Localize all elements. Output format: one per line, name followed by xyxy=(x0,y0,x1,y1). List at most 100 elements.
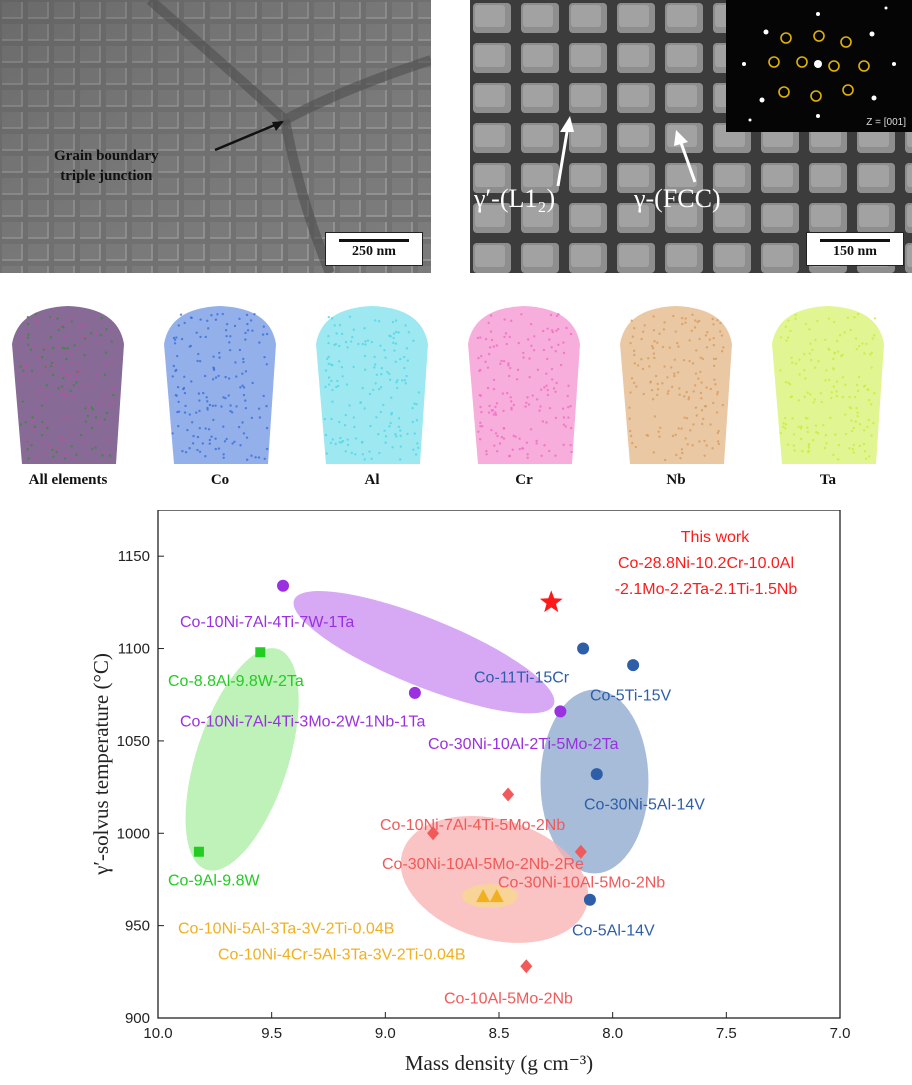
apt-atom xyxy=(344,413,348,417)
apt-map-ta xyxy=(772,306,884,464)
apt-atom xyxy=(245,436,249,439)
apt-atom xyxy=(873,392,876,395)
apt-atom xyxy=(810,358,813,362)
apt-atom xyxy=(333,324,336,327)
apt-atom xyxy=(793,449,796,452)
apt-atom xyxy=(654,374,658,378)
apt-atom xyxy=(798,373,801,376)
apt-atom xyxy=(49,364,53,368)
apt-atom xyxy=(689,429,692,432)
apt-atom xyxy=(103,451,107,454)
apt-atom xyxy=(324,369,328,372)
annotation-line-1: Grain boundary xyxy=(54,148,159,164)
apt-atom xyxy=(225,334,228,338)
apt-atom xyxy=(394,433,397,436)
apt-atom xyxy=(663,365,666,368)
apt-atom xyxy=(542,348,546,352)
apt-atom xyxy=(241,421,244,424)
apt-atom xyxy=(366,339,370,342)
apt-atom xyxy=(60,367,64,371)
apt-atom xyxy=(848,406,851,409)
apt-atom xyxy=(172,364,176,368)
x-tick-label: 10.0 xyxy=(143,1025,172,1042)
apt-map-all-elements xyxy=(12,306,124,464)
apt-atom xyxy=(656,341,659,344)
apt-atom xyxy=(206,400,209,403)
apt-atom xyxy=(648,365,651,368)
apt-atom xyxy=(704,334,708,337)
apt-atom xyxy=(672,314,675,318)
apt-atom xyxy=(853,395,857,399)
data-point xyxy=(520,959,533,974)
apt-atom xyxy=(195,331,198,334)
apt-atom xyxy=(557,343,560,346)
apt-atom xyxy=(57,387,60,390)
apt-atom xyxy=(807,444,811,447)
apt-atom xyxy=(402,355,406,359)
diffraction-pattern xyxy=(742,6,896,122)
apt-atom xyxy=(527,403,531,406)
apt-atom xyxy=(630,319,633,322)
apt-atom xyxy=(218,356,221,359)
apt-atom xyxy=(809,393,812,396)
data-point xyxy=(408,686,421,699)
apt-atom xyxy=(188,345,191,348)
apt-atom xyxy=(241,384,244,387)
apt-atom xyxy=(265,363,269,366)
apt-atom xyxy=(857,375,861,379)
apt-atom xyxy=(63,335,66,339)
apt-atom xyxy=(389,421,392,425)
grain-boundary-annotation: Grain boundary triple junction xyxy=(54,146,159,186)
apt-atom xyxy=(846,316,850,320)
apt-atom xyxy=(100,317,103,320)
apt-atom xyxy=(242,357,245,361)
apt-atom xyxy=(62,393,65,396)
apt-atom xyxy=(261,333,265,336)
apt-atom xyxy=(338,323,342,327)
apt-atom xyxy=(184,450,188,454)
apt-atom xyxy=(416,442,419,445)
apt-atom xyxy=(67,377,70,381)
apt-atom xyxy=(680,427,683,430)
apt-map-cr xyxy=(468,306,580,464)
apt-atom xyxy=(680,316,684,320)
apt-atom xyxy=(229,409,232,413)
apt-atom xyxy=(340,332,344,336)
apt-atom xyxy=(717,429,720,433)
apt-atom xyxy=(21,335,24,338)
apt-atom xyxy=(827,378,831,382)
apt-atom xyxy=(81,323,85,327)
y-tick-label: 950 xyxy=(125,918,150,935)
y-tick-label: 1000 xyxy=(117,825,150,842)
apt-atom xyxy=(111,401,114,405)
apt-atom xyxy=(528,375,531,379)
apt-atom xyxy=(329,441,333,445)
apt-volume xyxy=(620,306,732,464)
apt-map-label: Cr xyxy=(515,472,533,488)
apt-atom xyxy=(489,314,493,317)
apt-atom xyxy=(253,313,256,316)
apt-atom xyxy=(633,362,637,365)
apt-atom xyxy=(216,313,219,316)
apt-atom xyxy=(325,452,329,455)
apt-atom xyxy=(235,375,238,378)
apt-atom xyxy=(868,455,871,458)
apt-atom xyxy=(206,406,209,410)
apt-atom xyxy=(71,361,74,364)
apt-atom xyxy=(811,348,814,352)
apt-atom xyxy=(682,358,686,362)
apt-atom xyxy=(352,416,356,419)
apt-atom xyxy=(72,395,75,399)
data-point xyxy=(554,705,567,718)
apt-atom xyxy=(205,396,208,399)
apt-atom xyxy=(335,332,338,335)
apt-atom xyxy=(806,417,809,420)
data-label: Co-10Ni-7Al-4Ti-5Mo-2Nb xyxy=(380,817,565,834)
apt-atom xyxy=(493,444,496,447)
apt-atom xyxy=(89,384,92,388)
apt-atom xyxy=(676,371,680,374)
apt-atom xyxy=(34,312,37,316)
apt-atom xyxy=(30,428,34,432)
apt-atom xyxy=(179,313,183,316)
apt-atom xyxy=(478,369,481,373)
